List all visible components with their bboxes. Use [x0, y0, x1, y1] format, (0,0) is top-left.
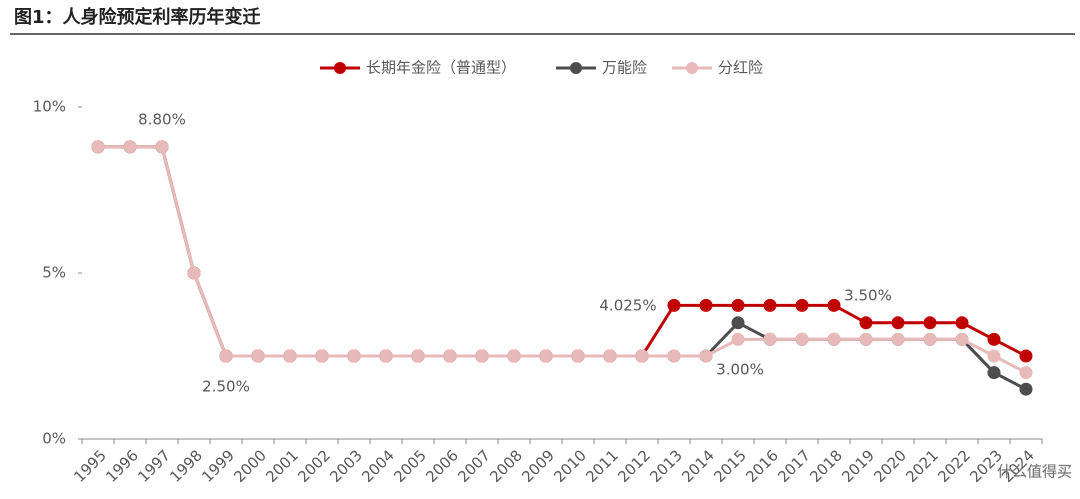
point: [667, 298, 681, 312]
annotation: 3.50%: [844, 287, 892, 305]
x-tick-label: 1995: [70, 446, 110, 486]
point: [827, 298, 841, 312]
point: [187, 266, 201, 280]
point: [507, 349, 521, 363]
point: [859, 316, 873, 330]
point: [987, 349, 1001, 363]
x-tick-label: 2005: [390, 446, 430, 486]
x-tick-label: 2012: [614, 446, 654, 486]
series-line: [98, 145, 1027, 391]
annotation: 2.50%: [202, 378, 250, 396]
point: [955, 332, 969, 346]
point: [603, 349, 617, 363]
watermark: 什么值得买: [997, 463, 1072, 481]
point: [731, 316, 745, 330]
legend-label: 万能险: [602, 59, 647, 77]
annotation: 8.80%: [138, 111, 186, 129]
x-tick-label: 1996: [102, 446, 142, 486]
point: [891, 332, 905, 346]
x-tick-label: 1999: [198, 446, 238, 486]
point: [347, 349, 361, 363]
x-tick-label: 2016: [742, 446, 782, 486]
point: [1019, 349, 1033, 363]
x-tick-label: 2007: [454, 446, 494, 486]
x-tick-label: 2014: [678, 446, 718, 486]
annotation: 3.00%: [716, 361, 764, 379]
y-tick-label: 0%: [42, 430, 66, 448]
point: [699, 298, 713, 312]
legend-marker: [686, 62, 698, 74]
point: [699, 349, 713, 363]
point: [379, 349, 393, 363]
x-tick-label: 2020: [870, 446, 910, 486]
point: [955, 316, 969, 330]
x-tick-label: 2001: [262, 446, 302, 486]
y-tick-label: 5%: [42, 264, 66, 282]
x-tick-label: 2002: [294, 446, 334, 486]
point: [91, 140, 105, 154]
x-tick-label: 2013: [646, 446, 686, 486]
point: [667, 349, 681, 363]
x-tick-label: 2015: [710, 446, 750, 486]
chart-title: 图1：人身险预定利率历年变迁: [14, 6, 261, 28]
point: [731, 298, 745, 312]
point: [923, 316, 937, 330]
point: [283, 349, 297, 363]
point: [795, 332, 809, 346]
series-line: [98, 145, 1027, 358]
x-tick-label: 2006: [422, 446, 462, 486]
x-tick-label: 2003: [326, 446, 366, 486]
x-tick-label: 2017: [774, 446, 814, 486]
point: [219, 349, 233, 363]
legend-marker: [334, 62, 346, 74]
legend-label: 长期年金险（普通型）: [366, 59, 516, 77]
x-tick-label: 2011: [582, 446, 622, 486]
point: [539, 349, 553, 363]
y-tick-label: 10%: [33, 98, 66, 116]
point: [987, 332, 1001, 346]
point: [987, 366, 1001, 380]
point: [475, 349, 489, 363]
x-tick-label: 2019: [838, 446, 878, 486]
x-tick-label: 1997: [134, 446, 174, 486]
point: [1019, 366, 1033, 380]
point: [123, 140, 137, 154]
point: [315, 349, 329, 363]
point: [923, 332, 937, 346]
point: [891, 316, 905, 330]
x-tick-label: 2008: [486, 446, 526, 486]
point: [155, 140, 169, 154]
point: [635, 349, 649, 363]
legend-label: 分红险: [718, 59, 763, 77]
x-tick-label: 2000: [230, 446, 270, 486]
point: [763, 332, 777, 346]
point: [731, 332, 745, 346]
annotation: 4.025%: [599, 297, 656, 315]
point: [763, 298, 777, 312]
x-tick-label: 2004: [358, 446, 398, 486]
point: [1019, 382, 1033, 396]
point: [251, 349, 265, 363]
x-tick-label: 2021: [902, 446, 942, 486]
legend-marker: [570, 62, 582, 74]
series-line: [98, 145, 1027, 374]
x-tick-label: 2010: [550, 446, 590, 486]
x-tick-label: 2009: [518, 446, 558, 486]
x-tick-label: 2018: [806, 446, 846, 486]
point: [571, 349, 585, 363]
x-tick-label: 2022: [934, 446, 974, 486]
point: [827, 332, 841, 346]
point: [443, 349, 457, 363]
point: [411, 349, 425, 363]
x-tick-label: 1998: [166, 446, 206, 486]
point: [795, 298, 809, 312]
point: [859, 332, 873, 346]
